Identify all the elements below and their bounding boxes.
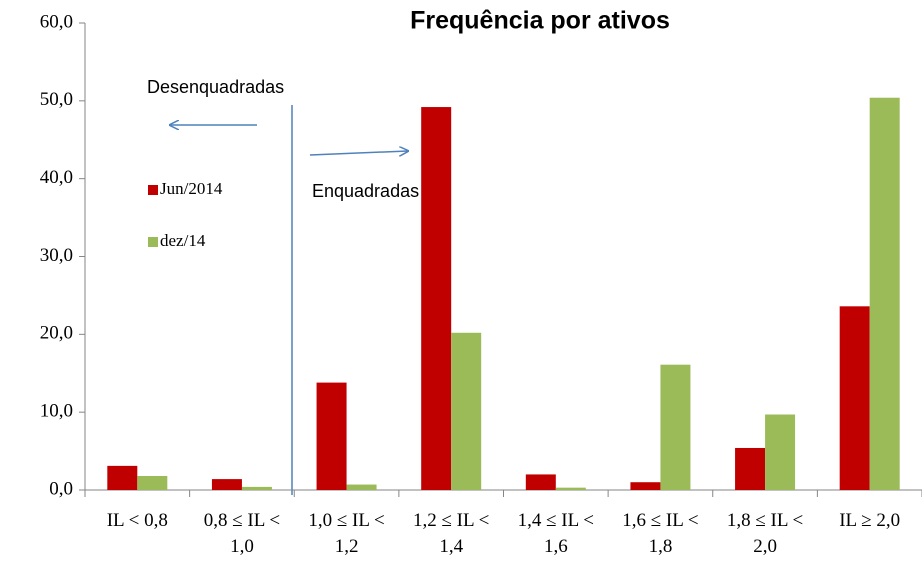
annotation: Desenquadradas — [147, 77, 284, 97]
bar — [137, 475, 168, 490]
y-tick-label: 0,0 — [49, 478, 73, 499]
bar — [839, 306, 870, 490]
x-tick-label: IL ≥ 2,0 — [839, 510, 901, 531]
y-tick-label: 60,0 — [40, 11, 73, 32]
bar — [869, 97, 900, 490]
x-tick-label: 0,8 ≤ IL < 1,0 — [203, 510, 281, 557]
bar — [107, 465, 138, 490]
x-tick-label: 1,6 ≤ IL < 1,8 — [622, 510, 699, 557]
legend-swatch — [148, 237, 158, 247]
x-tick-label: 1,8 ≤ IL < 2,0 — [726, 510, 804, 557]
bar — [451, 332, 482, 490]
bar — [211, 479, 242, 490]
arrow-right — [309, 151, 408, 155]
bar — [630, 482, 661, 490]
bar — [421, 107, 452, 490]
legend-label: Jun/2014 — [160, 179, 223, 198]
x-tick-label: 1,0 ≤ IL < 1,2 — [308, 510, 385, 557]
x-tick-label: IL < 0,8 — [106, 510, 168, 531]
y-tick-label: 30,0 — [40, 245, 73, 266]
chart-title: Frequência por ativos — [410, 7, 670, 35]
annotation: Enquadradas — [312, 181, 419, 201]
bar — [660, 364, 691, 490]
bar — [555, 487, 586, 490]
legend-swatch — [148, 185, 158, 195]
bar — [735, 447, 766, 490]
y-tick-label: 40,0 — [40, 167, 73, 188]
bar — [765, 414, 796, 490]
y-tick-label: 20,0 — [40, 323, 73, 344]
x-tick-label: 1,4 ≤ IL < 1,6 — [517, 510, 594, 557]
bar — [316, 382, 347, 490]
y-tick-label: 10,0 — [40, 401, 73, 422]
y-tick-label: 50,0 — [40, 89, 73, 110]
x-tick-label: 1,2 ≤ IL < 1,4 — [413, 510, 490, 557]
bar — [525, 474, 556, 490]
bar — [241, 486, 272, 490]
legend-label: dez/14 — [160, 231, 206, 250]
bar — [346, 484, 377, 490]
